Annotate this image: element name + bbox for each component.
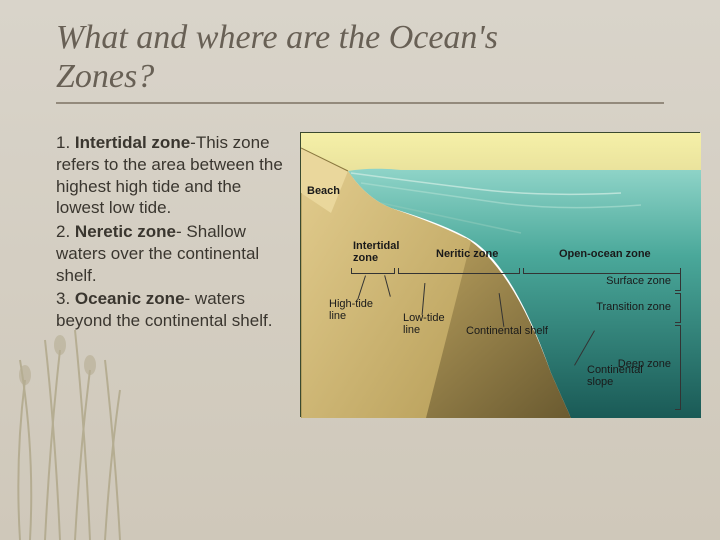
list-item: 2. Neretic zone- Shallow waters over the…: [56, 221, 286, 286]
item-sep: -: [185, 289, 195, 308]
item-number: 3.: [56, 289, 70, 308]
item-term: Oceanic zone: [75, 289, 185, 308]
item-number: 2.: [56, 222, 70, 241]
label-beach: Beach: [307, 185, 340, 197]
label-intertidal: Intertidalzone: [353, 241, 399, 264]
item-sep: -: [176, 222, 186, 241]
title-line2: Zones?: [56, 58, 154, 95]
page-title: What and where are the Ocean's Zones?: [0, 0, 720, 96]
content-row: 1. Intertidal zone-This zone refers to t…: [0, 104, 720, 417]
text-column: 1. Intertidal zone-This zone refers to t…: [56, 132, 286, 417]
vbracket-deep: [675, 325, 681, 410]
label-hightide: High-tideline: [329, 299, 373, 322]
item-term: Intertidal zone: [75, 133, 190, 152]
ocean-zones-diagram: Beach Intertidalzone Neritic zone Open-o…: [300, 132, 700, 417]
item-term: Neretic zone: [75, 222, 176, 241]
list-item: 1. Intertidal zone-This zone refers to t…: [56, 132, 286, 219]
vbracket-surface: [675, 273, 681, 291]
title-line1: What and where are the Ocean's: [56, 19, 498, 56]
bracket-openocean: [523, 268, 681, 274]
label-contslope: Continentalslope: [587, 365, 643, 388]
list-item: 3. Oceanic zone- waters beyond the conti…: [56, 288, 286, 332]
vbracket-transition: [675, 293, 681, 323]
item-number: 1.: [56, 133, 70, 152]
label-contshelf: Continental shelf: [466, 325, 548, 337]
bracket-neritic: [398, 268, 520, 274]
label-surface: Surface zone: [606, 275, 671, 287]
bracket-intertidal: [351, 268, 395, 274]
label-neritic: Neritic zone: [436, 248, 498, 260]
label-openocean: Open-ocean zone: [559, 248, 651, 260]
label-transition: Transition zone: [596, 301, 671, 313]
label-lowtide: Low-tideline: [403, 313, 445, 336]
